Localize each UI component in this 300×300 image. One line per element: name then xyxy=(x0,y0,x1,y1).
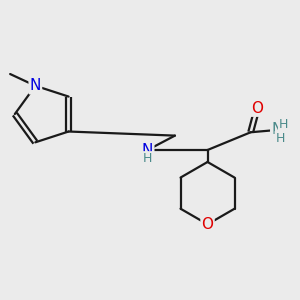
Text: N: N xyxy=(271,122,283,137)
Text: H: H xyxy=(143,152,152,165)
Text: H: H xyxy=(276,132,285,145)
Text: H: H xyxy=(279,118,288,131)
Text: O: O xyxy=(202,217,214,232)
Text: O: O xyxy=(251,101,263,116)
Text: N: N xyxy=(30,78,41,93)
Text: N: N xyxy=(142,142,153,158)
